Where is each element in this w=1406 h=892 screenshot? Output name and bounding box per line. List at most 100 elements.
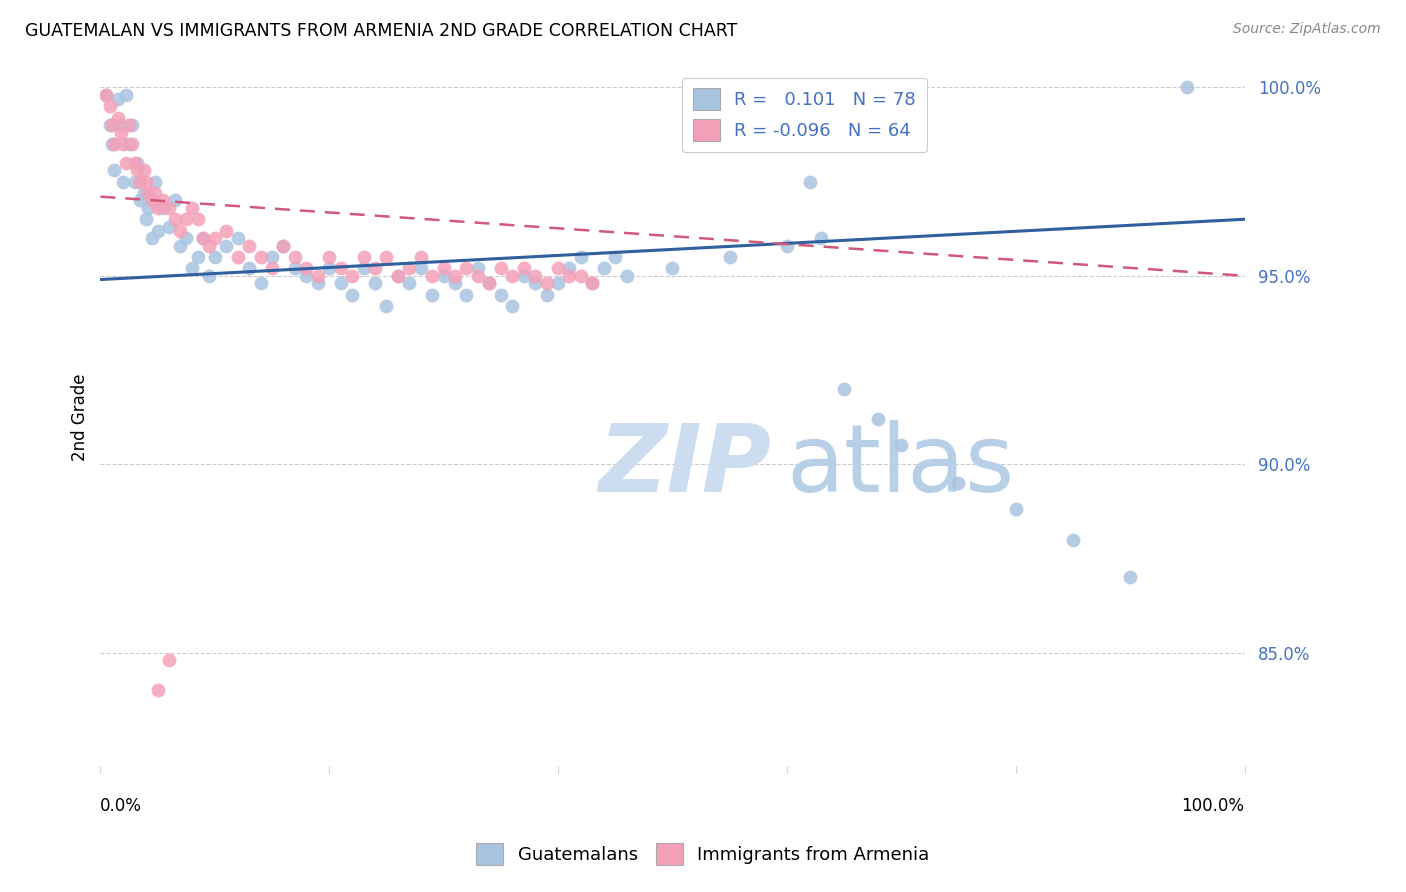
- Point: [512, 268, 534, 283]
- Point: [118, 136, 141, 151]
- Point: [868, 412, 890, 426]
- Point: [1119, 570, 1142, 584]
- Point: [489, 261, 512, 276]
- Point: [1004, 502, 1026, 516]
- Point: [215, 238, 238, 252]
- Point: [204, 231, 226, 245]
- Text: 100.0%: 100.0%: [1181, 797, 1244, 815]
- Point: [478, 277, 501, 291]
- Point: [558, 261, 581, 276]
- Point: [569, 250, 592, 264]
- Point: [135, 175, 157, 189]
- Point: [409, 261, 432, 276]
- Point: [198, 268, 221, 283]
- Point: [110, 118, 132, 132]
- Point: [187, 250, 209, 264]
- Point: [501, 268, 523, 283]
- Point: [273, 238, 295, 252]
- Point: [103, 163, 125, 178]
- Point: [433, 268, 456, 283]
- Point: [141, 194, 163, 208]
- Point: [204, 250, 226, 264]
- Point: [444, 268, 467, 283]
- Point: [107, 111, 129, 125]
- Point: [409, 250, 432, 264]
- Y-axis label: 2nd Grade: 2nd Grade: [72, 374, 89, 461]
- Point: [433, 261, 456, 276]
- Point: [340, 287, 363, 301]
- Point: [112, 136, 135, 151]
- Point: [107, 92, 129, 106]
- Point: [387, 268, 409, 283]
- Point: [121, 118, 143, 132]
- Point: [353, 250, 375, 264]
- Point: [138, 201, 160, 215]
- Point: [398, 277, 420, 291]
- Point: [536, 277, 558, 291]
- Point: [163, 212, 186, 227]
- Point: [193, 231, 215, 245]
- Point: [114, 155, 136, 169]
- Point: [524, 268, 547, 283]
- Point: [169, 238, 191, 252]
- Text: ZIP: ZIP: [598, 420, 770, 512]
- Point: [249, 250, 271, 264]
- Point: [129, 175, 152, 189]
- Point: [547, 261, 569, 276]
- Point: [121, 136, 143, 151]
- Point: [478, 277, 501, 291]
- Point: [141, 231, 163, 245]
- Point: [284, 261, 307, 276]
- Point: [890, 438, 912, 452]
- Point: [146, 223, 169, 237]
- Point: [249, 277, 271, 291]
- Point: [157, 653, 180, 667]
- Point: [260, 250, 283, 264]
- Point: [129, 194, 152, 208]
- Point: [467, 268, 489, 283]
- Point: [616, 268, 638, 283]
- Point: [125, 155, 148, 169]
- Point: [114, 87, 136, 102]
- Point: [101, 118, 124, 132]
- Text: GUATEMALAN VS IMMIGRANTS FROM ARMENIA 2ND GRADE CORRELATION CHART: GUATEMALAN VS IMMIGRANTS FROM ARMENIA 2N…: [25, 22, 738, 40]
- Point: [238, 261, 260, 276]
- Point: [110, 126, 132, 140]
- Point: [581, 277, 603, 291]
- Point: [146, 683, 169, 698]
- Point: [375, 299, 398, 313]
- Point: [295, 261, 318, 276]
- Text: Source: ZipAtlas.com: Source: ZipAtlas.com: [1233, 22, 1381, 37]
- Point: [118, 118, 141, 132]
- Point: [661, 261, 683, 276]
- Point: [146, 201, 169, 215]
- Point: [489, 287, 512, 301]
- Point: [832, 382, 855, 396]
- Point: [198, 238, 221, 252]
- Point: [94, 87, 117, 102]
- Point: [135, 212, 157, 227]
- Point: [132, 163, 155, 178]
- Point: [132, 186, 155, 200]
- Point: [226, 250, 249, 264]
- Point: [444, 277, 467, 291]
- Point: [387, 268, 409, 283]
- Point: [329, 261, 352, 276]
- Point: [558, 268, 581, 283]
- Point: [512, 261, 534, 276]
- Point: [1062, 533, 1084, 547]
- Point: [284, 250, 307, 264]
- Point: [273, 238, 295, 252]
- Point: [238, 238, 260, 252]
- Point: [174, 212, 197, 227]
- Point: [776, 238, 799, 252]
- Point: [467, 261, 489, 276]
- Point: [187, 212, 209, 227]
- Point: [1175, 80, 1198, 95]
- Point: [124, 175, 146, 189]
- Point: [420, 268, 443, 283]
- Point: [318, 261, 340, 276]
- Point: [112, 175, 135, 189]
- Point: [226, 231, 249, 245]
- Point: [364, 277, 387, 291]
